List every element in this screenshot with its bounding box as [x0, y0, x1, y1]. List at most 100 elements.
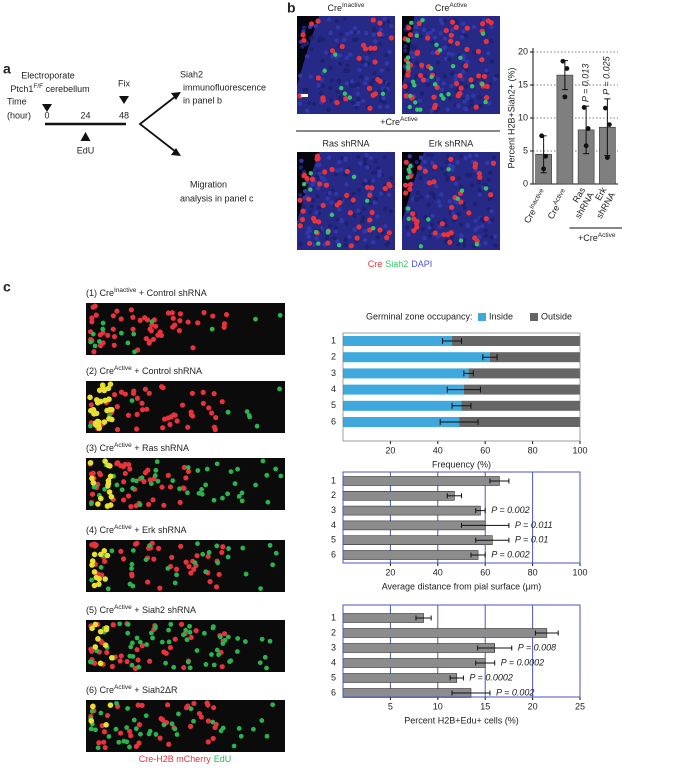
cell	[235, 636, 241, 641]
cell	[130, 477, 136, 483]
nucleus	[364, 76, 370, 81]
cell	[228, 469, 234, 475]
cell	[139, 702, 145, 708]
cell	[479, 57, 485, 63]
nucleus	[429, 190, 434, 196]
cell	[106, 734, 112, 739]
cell	[315, 75, 322, 81]
cell	[146, 390, 152, 396]
nucleus	[344, 182, 349, 187]
cell	[171, 412, 177, 418]
cell	[169, 310, 175, 316]
cell	[483, 186, 489, 191]
cell	[320, 97, 326, 103]
cell	[213, 584, 220, 590]
cell	[200, 551, 206, 557]
outcome-text: immunofluorescence	[183, 82, 266, 92]
cell	[201, 630, 207, 636]
nucleus	[489, 59, 495, 64]
cell	[209, 326, 215, 332]
cell	[231, 743, 237, 749]
nucleus	[439, 87, 445, 92]
cell	[458, 85, 464, 91]
nucleus	[302, 195, 307, 201]
cell	[216, 571, 222, 578]
cell	[418, 107, 423, 112]
nucleus	[436, 199, 441, 204]
cell	[89, 475, 95, 482]
cell	[203, 482, 209, 488]
cell	[142, 315, 148, 321]
y-tick-label: 5	[331, 535, 336, 545]
text-part: +Cre	[380, 117, 400, 127]
cell	[220, 495, 225, 501]
cell	[104, 649, 110, 656]
error-bar	[461, 522, 510, 528]
cell	[133, 726, 139, 732]
cell	[111, 392, 118, 398]
cell	[219, 399, 225, 405]
cell	[267, 638, 273, 644]
nucleus	[404, 224, 410, 230]
cell	[377, 227, 383, 233]
data-point	[560, 58, 566, 64]
cell	[122, 391, 128, 397]
cell	[178, 543, 184, 549]
cell	[425, 35, 431, 41]
data-point	[543, 153, 549, 159]
cell	[441, 96, 446, 101]
nucleus	[439, 20, 445, 26]
cell	[133, 503, 139, 509]
cell	[239, 498, 245, 504]
cell	[343, 96, 349, 102]
cell	[144, 642, 150, 647]
timepoint: 24	[80, 110, 90, 120]
nucleus	[388, 175, 394, 181]
cell	[155, 545, 162, 551]
cell	[354, 235, 360, 241]
cell	[187, 623, 192, 629]
nucleus	[363, 178, 368, 183]
cell	[136, 740, 142, 746]
nucleus	[329, 200, 334, 205]
text-part: (1) Cre	[86, 288, 114, 298]
cell	[169, 554, 175, 560]
nucleus	[314, 210, 319, 215]
cell	[254, 423, 260, 429]
x-tick-label: RasshRNA	[565, 185, 597, 220]
cell	[143, 335, 149, 342]
cell	[206, 405, 212, 411]
nucleus	[433, 183, 439, 189]
stain-name: DAPI	[411, 259, 432, 269]
arrowhead	[171, 92, 181, 100]
cell	[484, 83, 490, 89]
cell	[117, 621, 123, 627]
cell	[129, 566, 134, 571]
nucleus	[471, 24, 477, 30]
y-tick-label: 4	[331, 384, 336, 394]
nucleus	[487, 197, 493, 202]
nucleus	[352, 26, 358, 31]
nucleus	[450, 52, 455, 57]
cell	[92, 621, 99, 628]
cell	[89, 625, 95, 632]
cell	[195, 468, 201, 473]
y-tick-label: 6	[331, 416, 336, 426]
bar-segment	[452, 336, 580, 346]
stain-name: Cre-H2B mCherry	[139, 754, 212, 764]
data-point	[562, 94, 568, 100]
nucleus	[450, 71, 455, 76]
nucleus	[355, 91, 361, 96]
cell	[150, 635, 155, 641]
nucleus	[449, 235, 455, 240]
nucleus	[298, 241, 303, 247]
micrograph	[402, 16, 500, 114]
axis-text: Time	[7, 96, 27, 106]
micrograph	[86, 458, 285, 510]
cell	[155, 478, 161, 484]
nucleus	[451, 211, 456, 216]
cell	[405, 60, 411, 66]
nucleus	[314, 174, 319, 179]
cell	[356, 55, 362, 61]
nucleus	[324, 235, 330, 241]
